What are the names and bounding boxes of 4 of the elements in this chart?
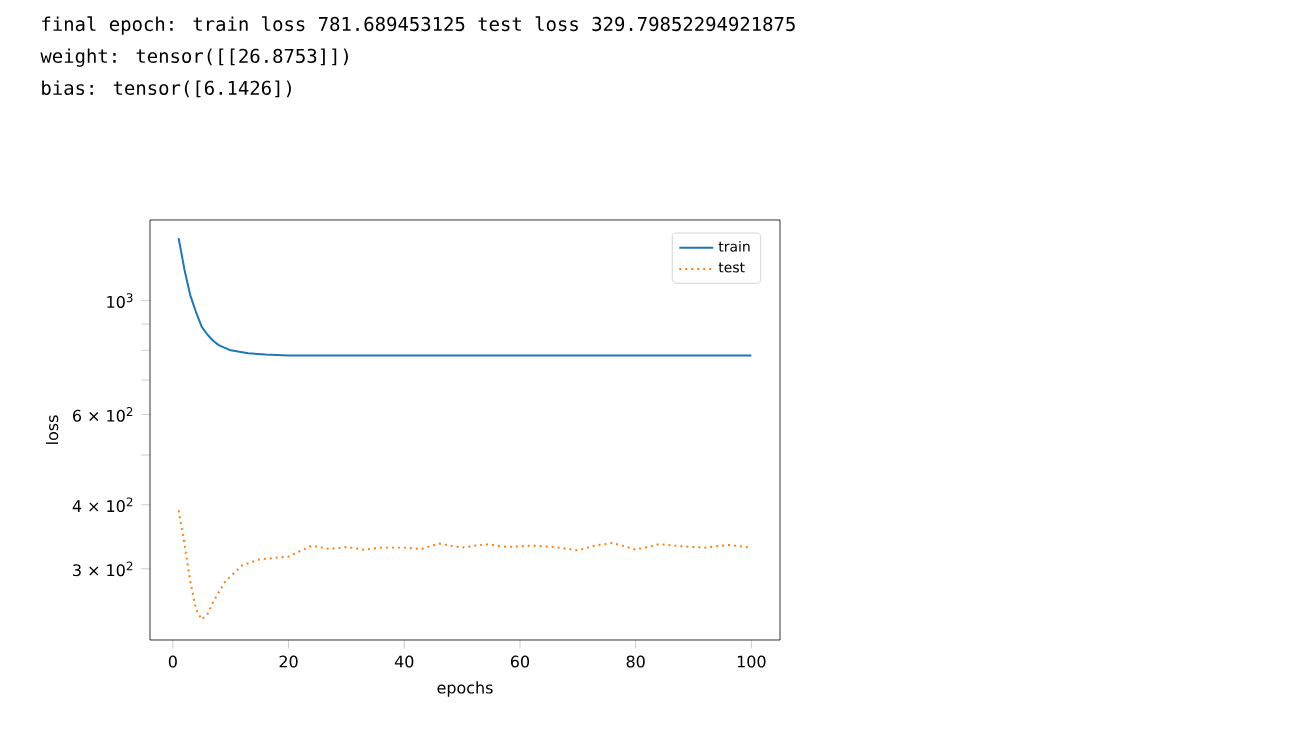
line-series [177, 509, 753, 621]
text: final epoch: train loss 781.689453125 test loss 329.79852294921875 [42, 16, 795, 35]
text: weight: tensor([[26.8753]]) [40, 48, 348, 67]
text: bias: tensor([6.1426]) [42, 80, 291, 98]
